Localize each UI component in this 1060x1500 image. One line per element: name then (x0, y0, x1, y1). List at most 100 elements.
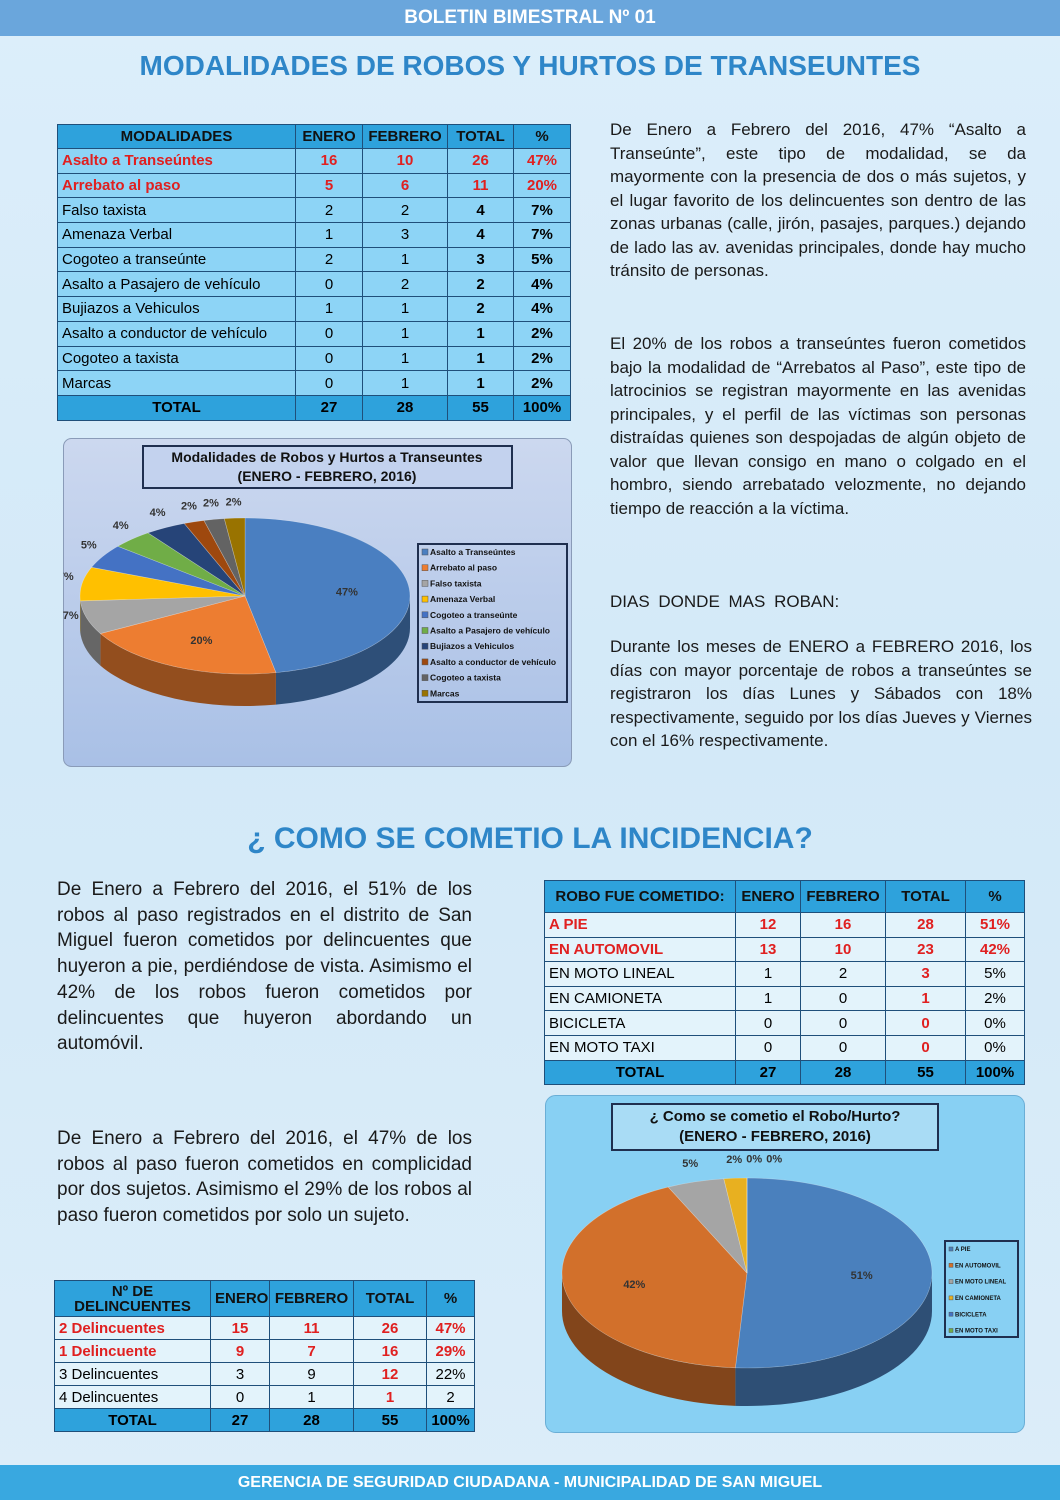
data-label: 2% (203, 498, 219, 510)
chart-title-box (142, 445, 513, 489)
table-row: EN CAMIONETA 1 0 1 2% (544, 985, 1025, 1012)
table-cell: 28 (800, 1059, 886, 1086)
table-cell: 51% (965, 912, 1025, 938)
data-label: 4% (150, 507, 166, 519)
legend-swatch (421, 595, 429, 603)
pie-slice (79, 595, 246, 634)
table-row: Asalto a Pasajero de vehículo 0 2 2 4% (57, 271, 571, 298)
pie-slice (244, 517, 411, 673)
legend-swatch (948, 1311, 954, 1317)
table-cell: 1 (362, 296, 448, 322)
table-cell: 1 (885, 985, 966, 1012)
table-row: TOTAL 27 28 55 100% (54, 1408, 475, 1432)
header-cell: FEBRERO (362, 124, 448, 149)
header-cell: ROBO FUE COMETIDO: (544, 880, 736, 913)
table-cell: 2 (362, 271, 448, 298)
table-cell: Asalto a conductor de vehículo (57, 320, 296, 347)
data-table: MODALIDADES ENERO FEBRERO TOTAL% Asalto a Tr… (57, 124, 571, 421)
header-cell: FEBRERO (269, 1280, 354, 1317)
table-cell: 12 (353, 1362, 427, 1386)
table-cell: TOTAL (57, 394, 296, 421)
table-cell: 20% (513, 172, 571, 199)
table-cell: Arrebato al paso (57, 172, 296, 199)
table-cell: 0% (965, 1034, 1025, 1061)
table-cell: 0 (885, 1034, 966, 1061)
section-title: MODALIDADES DE ROBOS Y HURTOS DE TRANSEU… (139, 50, 921, 81)
pie-slice (203, 518, 246, 597)
table-cell: 1 (735, 985, 801, 1012)
table-cell: 27 (295, 394, 363, 421)
table-cell: 10 (800, 936, 886, 963)
subheading: DIAS DONDE MAS ROBAN: (610, 592, 840, 611)
table-cell: 2 (800, 961, 886, 987)
table-cell: 2 (295, 246, 363, 273)
header-cell: TOTAL (353, 1280, 427, 1317)
table-cell: 7 (269, 1339, 354, 1363)
legend-swatch (421, 611, 429, 619)
paragraph: Durante los meses de ENERO a FEBRERO 201… (610, 637, 1032, 750)
table-body: MODALIDADES ENERO FEBRERO TOTAL% Asalto a Tr… (57, 124, 571, 421)
table-cell: 28 (885, 912, 966, 938)
paragraph: El 20% de los robos a transeúntes fueron… (610, 334, 1026, 518)
table-cell: 28 (362, 394, 448, 421)
header-bar: BOLETIN BIMESTRAL Nº 01 (0, 0, 1060, 36)
pie-slice (223, 517, 246, 597)
legend-swatch (948, 1328, 954, 1333)
table-cell: 23 (885, 936, 966, 963)
pie-slice (147, 523, 246, 597)
data-label: 2% (181, 500, 197, 512)
table-cell: 1 (447, 320, 514, 347)
table-cell: 1 (447, 370, 514, 396)
table-cell: 0 (800, 1010, 886, 1036)
pie-slice (183, 520, 246, 597)
table-cell: 100% (513, 394, 571, 421)
legend-swatch (421, 548, 429, 556)
section-title: ¿ COMO SE COMETIO LA INCIDENCIA? (247, 822, 813, 855)
table-cell: 5% (513, 246, 571, 273)
table-row: Arrebato al paso 5 6 11 20% (57, 172, 571, 199)
table-cell: 3 (447, 246, 514, 273)
table-cell: 2 (362, 197, 448, 224)
table-cell: 26 (447, 148, 514, 174)
table-cell: 2 Delincuentes (54, 1316, 211, 1340)
pie-slice-side (562, 1273, 736, 1406)
table-cell: EN MOTO TAXI (544, 1034, 736, 1061)
paragraph: De Enero a Febrero del 2016, el 47% de l… (57, 1128, 472, 1227)
table-row: Asalto a conductor de vehículo 0 1 1 2% (57, 320, 571, 347)
data-table: ROBO FUE COMETIDO: ENERO FEBRERO TOTAL% A PI… (544, 880, 1025, 1086)
table-row: 2 Delincuentes 15 11 26 47% (54, 1316, 475, 1340)
table-row: 4 Delincuentes 0 1 1 2 (54, 1385, 475, 1409)
data-label: 0% (766, 1154, 782, 1166)
table-cell: BICICLETA (544, 1010, 736, 1036)
pie-slice-side (100, 633, 276, 706)
legend-label: Cogoteo a taxista (430, 673, 501, 683)
table-cell: 4 (447, 222, 514, 248)
pie-slice (99, 595, 277, 675)
table-cell: 1 (269, 1385, 354, 1409)
table-cell: TOTAL (54, 1408, 211, 1432)
table-cell: EN CAMIONETA (544, 985, 736, 1012)
table-row: Cogoteo a transeúnte 2 1 3 5% (57, 246, 571, 273)
footer-bar: GERENCIA DE SEGURIDAD CIUDADANA - MUNICI… (0, 1465, 1060, 1500)
table-cell: 2% (513, 370, 571, 396)
header-cell: % (513, 124, 571, 149)
table-cell: 0 (295, 345, 363, 372)
table-cell: 5% (965, 961, 1025, 987)
table-row: Marcas 0 1 1 2% (57, 370, 571, 396)
table-cell: 9 (269, 1362, 354, 1386)
table-cell: 100% (965, 1059, 1025, 1086)
legend-label: Arrebato al paso (430, 563, 497, 573)
table-body: Nº DE DELINCUENTES ENERO FEBRERO TOTAL% 2 De… (54, 1280, 475, 1432)
table-cell: 42% (965, 936, 1025, 963)
table-cell: 1 (353, 1385, 427, 1409)
table-cell: 0 (735, 1010, 801, 1036)
table-row: A PIE 12 16 28 51% (544, 912, 1025, 938)
table-cell: 1 (295, 296, 363, 322)
table-cell: Bujiazos a Vehiculos (57, 296, 296, 322)
pie-slice (667, 1178, 748, 1274)
header-cell: % (965, 880, 1025, 913)
table-cell: 16 (295, 148, 363, 174)
table-cell: 0 (295, 320, 363, 347)
table-cell: 5 (295, 172, 363, 199)
